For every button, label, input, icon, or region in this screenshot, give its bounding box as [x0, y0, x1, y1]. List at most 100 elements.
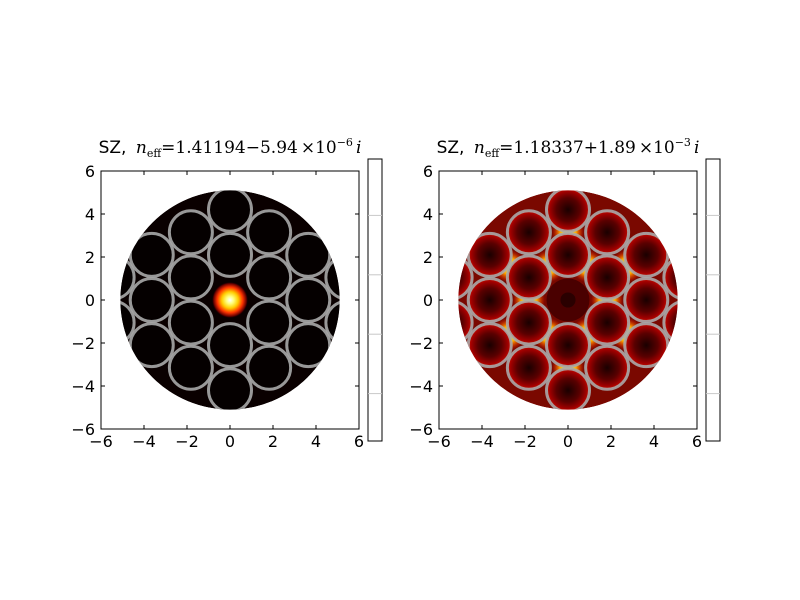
x-tick-label: −2 [175, 432, 199, 451]
panel-title: SZ, neff=1.41194−5.94 ×10−6 i [99, 136, 362, 160]
capillary-hole [208, 323, 252, 367]
x-axis-ticks: −6 −4 −2 0 2 4 6 [89, 171, 364, 451]
y-tick-label: 4 [423, 205, 433, 224]
capillary-wall [285, 231, 332, 278]
capillary-hole [546, 233, 590, 277]
x-tick-label: 2 [268, 432, 278, 451]
capillary-wall [662, 254, 678, 301]
capillary-wall [505, 299, 552, 346]
y-tick-label: 4 [85, 205, 95, 224]
field-map [120, 190, 340, 410]
capillary-hole [507, 301, 551, 345]
y-tick-label: 0 [85, 291, 95, 310]
capillary-wall [167, 254, 214, 301]
capillary-wall [120, 254, 136, 301]
capillary-hole [585, 210, 629, 254]
capillary-wall [207, 367, 253, 410]
capillary-wall [285, 277, 332, 323]
y-tick-label: 6 [85, 162, 95, 181]
colorbar [367, 158, 383, 442]
y-tick-label: −4 [409, 377, 433, 396]
capillary-hole [624, 323, 668, 367]
capillary-hole [169, 346, 213, 390]
plot-area [100, 170, 360, 430]
x-tick-label: 4 [649, 432, 659, 451]
y-axis-ticks: 6 4 2 0 −2 −4 −6 [409, 162, 697, 439]
y-tick-label: −6 [71, 420, 95, 439]
capillary-wall [584, 254, 631, 301]
capillary-wall [246, 209, 293, 256]
x-tick-label: 0 [225, 432, 235, 451]
capillary-hole [507, 346, 551, 390]
capillary-wall [246, 254, 293, 301]
capillary-hole [546, 368, 590, 410]
capillary-wall [545, 367, 591, 410]
capillary-wall [584, 209, 631, 256]
capillary-hole [286, 233, 330, 277]
capillary-hole [585, 301, 629, 345]
capillary-wall [623, 322, 670, 369]
capillary-wall [167, 299, 214, 346]
capillary-hole [468, 233, 512, 277]
y-tick-label: 6 [423, 162, 433, 181]
capillary-hole [169, 301, 213, 345]
x-tick-label: 2 [606, 432, 616, 451]
capillary-wall [545, 190, 591, 233]
x-tick-label: −4 [132, 432, 156, 451]
capillary-hole [468, 278, 512, 322]
capillary-wall [246, 299, 293, 346]
capillary-wall [246, 344, 293, 391]
plot-area [438, 170, 698, 430]
capillary-wall [505, 344, 552, 391]
capillary-wall [324, 299, 340, 346]
capillary-wall [167, 209, 214, 256]
x-tick-label: −6 [89, 432, 113, 451]
capillary-wall [120, 299, 136, 346]
capillary-hole [208, 368, 252, 410]
capillary-wall [466, 277, 513, 323]
colorbar-frame [705, 158, 721, 442]
capillary-wall [207, 322, 253, 369]
capillary-wall [207, 190, 253, 233]
capillary-hole [169, 210, 213, 254]
capillary-hole [247, 210, 291, 254]
x-tick-label: −6 [427, 432, 451, 451]
core-mode [211, 281, 249, 319]
capillary-hole [507, 210, 551, 254]
capillary-wall [623, 277, 670, 323]
capillary-wall [285, 322, 332, 369]
core-center [560, 292, 576, 308]
capillary-hole [247, 346, 291, 390]
panel-right: SZ, neff=1.18337+1.89 ×10−3 i −6 −4 −2 0 2 4 6 6… [409, 136, 721, 451]
capillary-wall [584, 344, 631, 391]
panel-title: SZ, neff=1.18337+1.89 ×10−3 i [437, 136, 700, 160]
y-tick-label: 0 [423, 291, 433, 310]
x-tick-label: −4 [470, 432, 494, 451]
capillary-wall [545, 322, 591, 369]
capillary-hole [585, 346, 629, 390]
capillary-hole [585, 255, 629, 299]
capillary-wall [623, 231, 670, 278]
capillary-wall [505, 254, 552, 301]
y-axis-ticks: 6 4 2 0 −2 −4 −6 [71, 162, 359, 439]
colorbar [705, 158, 721, 442]
capillary-hole [546, 323, 590, 367]
capillary-hole [130, 278, 174, 322]
x-tick-label: 6 [354, 432, 364, 451]
y-tick-label: 2 [85, 248, 95, 267]
capillary-hole [208, 233, 252, 277]
capillary-wall [458, 254, 474, 301]
panel-left: SZ, neff=1.41194−5.94 ×10−6 i −6 −4 −2 0 2 4 6 6… [71, 136, 383, 451]
capillary-wall [167, 344, 214, 391]
capillary-hole [468, 323, 512, 367]
capillary-wall [545, 231, 591, 278]
x-tick-label: 4 [311, 432, 321, 451]
y-tick-label: −6 [409, 420, 433, 439]
capillary-hole [286, 278, 330, 322]
capillary-wall [458, 299, 474, 346]
capillary-hole [208, 190, 252, 232]
x-tick-label: −2 [513, 432, 537, 451]
capillary-wall [128, 231, 175, 278]
capillary-wall [207, 231, 253, 278]
capillary-wall [466, 322, 513, 369]
